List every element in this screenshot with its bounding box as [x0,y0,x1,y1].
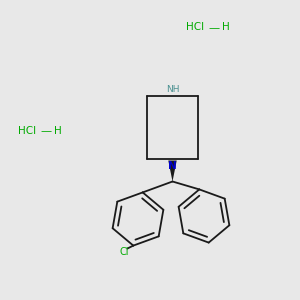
Text: N: N [168,160,177,171]
Text: NH: NH [166,85,179,94]
Text: Cl: Cl [120,248,129,257]
Text: HCl: HCl [186,22,204,32]
Text: —: — [208,23,220,33]
Text: H: H [222,22,230,32]
Text: HCl: HCl [18,125,36,136]
Polygon shape [168,160,177,182]
Text: H: H [54,125,62,136]
Text: —: — [40,126,52,136]
